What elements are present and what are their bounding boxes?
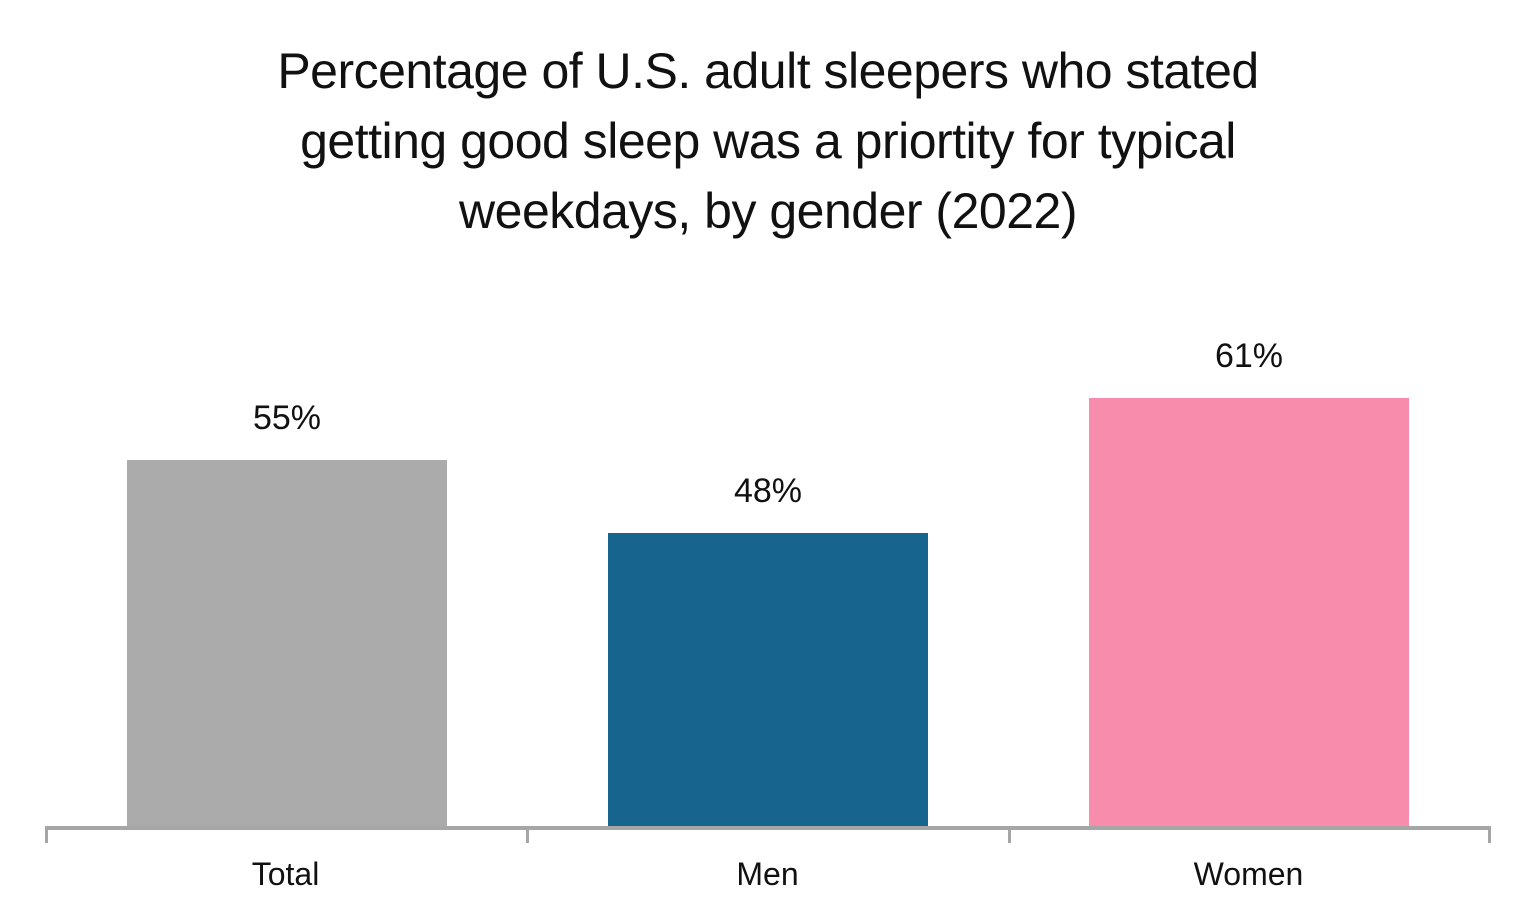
- category-label-men: Men: [736, 856, 799, 892]
- chart-title: Percentage of U.S. adult sleepers who st…: [0, 36, 1536, 246]
- chart-title-line-3: weekdays, by gender (2022): [459, 183, 1077, 239]
- chart-title-line-1: Percentage of U.S. adult sleepers who st…: [277, 43, 1259, 99]
- x-axis-tick: [526, 826, 529, 843]
- bar-group-total: 55%: [127, 266, 447, 826]
- data-label-total: 55%: [252, 399, 322, 437]
- bar-group-men: 48%: [608, 266, 928, 826]
- x-axis-tick: [1008, 826, 1011, 843]
- data-label-men: 48%: [733, 472, 803, 510]
- chart-title-line-2: getting good sleep was a priortity for t…: [300, 113, 1236, 169]
- x-axis-tick: [45, 826, 48, 843]
- bar-group-women: 61%: [1089, 266, 1409, 826]
- bar-total: [127, 460, 447, 826]
- data-label-women: 61%: [1214, 337, 1284, 375]
- bar-men: [608, 533, 928, 826]
- x-axis-line: [45, 826, 1491, 830]
- bar-women: [1089, 398, 1409, 826]
- category-label-women: Women: [1193, 856, 1304, 892]
- category-label-total: Total: [251, 856, 320, 892]
- x-axis-tick: [1488, 826, 1491, 843]
